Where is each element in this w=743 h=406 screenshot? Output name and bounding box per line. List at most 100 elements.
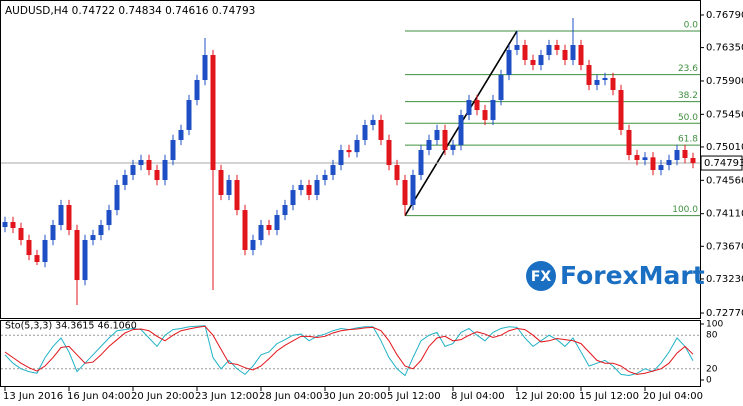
candle-body	[58, 205, 64, 226]
candle-body	[474, 100, 480, 111]
candle-body	[490, 100, 496, 120]
candle-body	[290, 190, 296, 206]
fib-label: 38.2	[678, 91, 698, 101]
candle-body	[282, 205, 288, 216]
candle-body	[10, 221, 16, 228]
candle-body	[162, 160, 168, 181]
x-tick-label: 20 Jun 20:00	[131, 391, 195, 402]
candle-body	[242, 210, 248, 251]
candle-body	[370, 119, 376, 126]
candle-body	[42, 240, 48, 263]
candle-body	[98, 225, 104, 236]
candle-body	[34, 255, 40, 263]
candle-body	[634, 155, 640, 160]
price-box	[700, 155, 743, 171]
candle-body	[154, 170, 160, 181]
candle-body	[2, 221, 8, 228]
candle-body	[378, 119, 384, 140]
candle-body	[570, 45, 576, 60]
y-tick-label: 0.72770	[706, 308, 743, 319]
candle-body	[602, 77, 608, 80]
candle-body	[130, 165, 136, 175]
fib-label: 61.8	[678, 135, 698, 145]
candle-body	[210, 55, 216, 171]
candle-body	[626, 129, 632, 156]
candle-body	[650, 157, 656, 171]
x-tick-label: 16 Jun 04:00	[67, 391, 131, 402]
candle-body	[298, 184, 304, 191]
candle-body	[642, 157, 648, 160]
candle-body	[234, 180, 240, 211]
candle-body	[410, 174, 416, 206]
candle-body	[506, 49, 512, 75]
candle-body	[690, 157, 696, 164]
logo-circle	[526, 261, 556, 291]
candle-body	[546, 45, 552, 56]
candle-body	[66, 205, 72, 230]
candle-body	[666, 160, 672, 166]
watermark-text: ForexMart	[560, 261, 705, 290]
candle-body	[466, 100, 472, 115]
candle-body	[426, 139, 432, 150]
candle-body	[362, 125, 368, 140]
candle-body	[74, 229, 80, 281]
candle-body	[578, 45, 584, 66]
x-tick-label: 30 Jun 20:00	[323, 391, 387, 402]
x-tick-label: 20 Jul 04:00	[643, 391, 703, 402]
x-tick-label: 8 Jul 04:00	[451, 391, 505, 402]
indicator-title: Sto(5,3,3) 34.3615 46.1060	[5, 321, 137, 332]
candle-body	[218, 170, 224, 195]
fib-label: 0.0	[684, 20, 699, 30]
indicator-panel	[0, 320, 701, 387]
candle-body	[138, 160, 144, 166]
candle-body	[106, 210, 112, 226]
candle-body	[538, 55, 544, 66]
candle-body	[50, 225, 56, 241]
chart-title: AUDUSD,H4 0.74722 0.74834 0.74616 0.7479…	[5, 5, 255, 17]
x-tick-label: 23 Jun 12:00	[195, 391, 259, 402]
indicator-tick-label: 0	[706, 376, 712, 386]
candle-body	[450, 145, 456, 150]
indicator-tick-label: 100	[706, 320, 723, 330]
candle-body	[562, 49, 568, 60]
candle-body	[226, 180, 232, 195]
indicator-tick-label: 20	[706, 364, 718, 374]
candle-body	[194, 79, 200, 101]
indicator-tick-label: 80	[706, 331, 718, 341]
candle-body	[682, 149, 688, 158]
logo-text: FX	[531, 269, 552, 285]
candle-body	[186, 100, 192, 130]
x-tick-label: 13 Jun 2016	[3, 391, 63, 402]
candle-body	[114, 184, 120, 211]
candle-body	[26, 240, 32, 256]
candle-body	[658, 165, 664, 171]
x-tick-label: 28 Jun 04:00	[259, 391, 323, 402]
watermark: FX ForexMart	[526, 261, 705, 291]
candle-body	[402, 180, 408, 206]
candle-body	[266, 225, 272, 230]
candle-body	[170, 139, 176, 160]
price-label: 0.74793	[704, 158, 743, 169]
x-tick-label: 12 Jul 20:00	[515, 391, 575, 402]
candle-body	[394, 165, 400, 181]
candle-body	[610, 77, 616, 91]
candle-body	[442, 129, 448, 150]
candle-body	[338, 149, 344, 166]
candle-body	[674, 149, 680, 160]
candle-body	[522, 45, 528, 60]
indicator-line	[4, 325, 694, 375]
candle-body	[498, 74, 504, 101]
candle-body	[586, 65, 592, 85]
candle-body	[258, 225, 264, 241]
candle-body	[90, 235, 96, 241]
candle-body	[314, 180, 320, 195]
candle-body	[386, 139, 392, 166]
